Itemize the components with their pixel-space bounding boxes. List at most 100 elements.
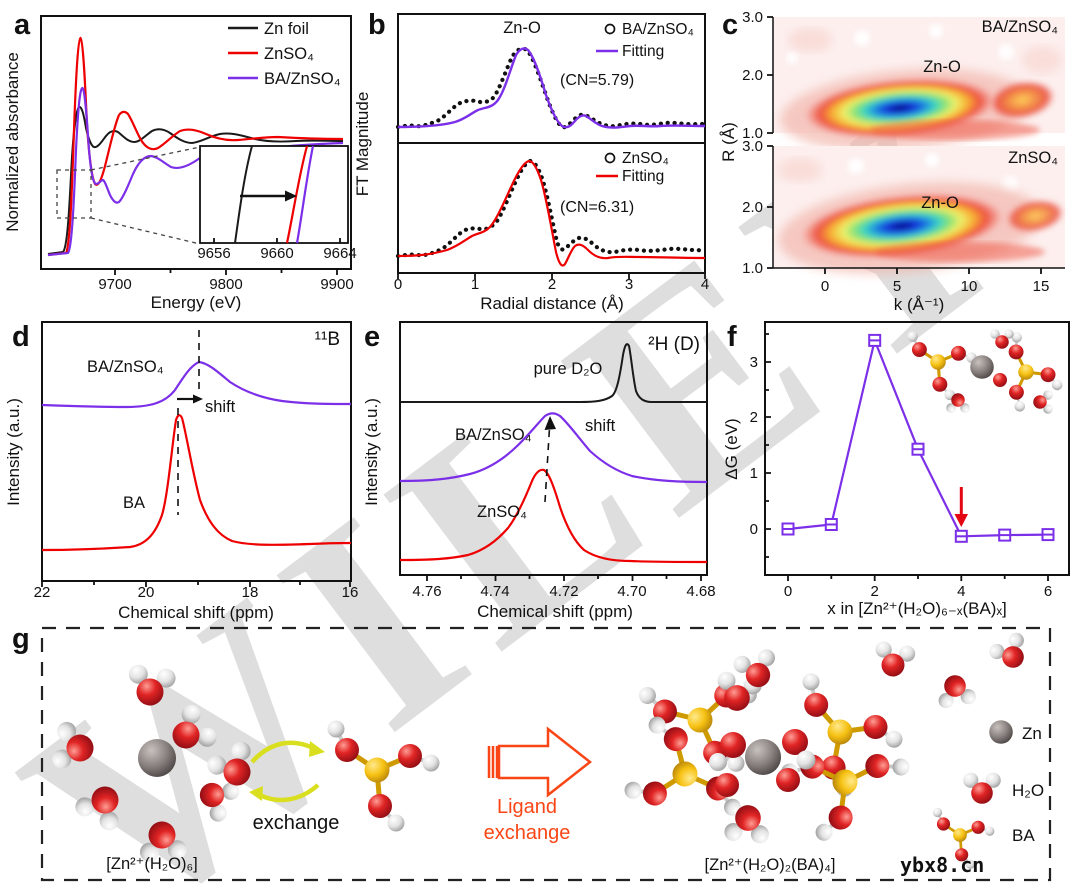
curve-label-ba-znso4: BA/ZnSO₄ [87, 358, 164, 376]
x-tick: 22 [34, 584, 51, 601]
scatter-znso4 [395, 158, 708, 259]
dg-markers [781, 333, 1055, 543]
x-axis-label: Radial distance (Å) [480, 294, 624, 313]
shift-label: shift [585, 417, 616, 435]
y-tick: 3.0 [742, 138, 763, 155]
panel-letter-e: e [364, 321, 380, 353]
free-water [984, 628, 1037, 678]
edge-shift-arrow [285, 190, 297, 202]
ligand-exchange-label-1: Ligand [497, 796, 557, 818]
site-watermark: ybx8.cn [900, 853, 984, 877]
ligand-exchange-label-2: exchange [484, 822, 571, 844]
legend-ba-label: BA [1012, 826, 1035, 845]
x-tick: 2 [871, 583, 879, 600]
panel-letter-a: a [14, 9, 31, 41]
x-tick: 4.70 [617, 583, 646, 600]
x-tick: 0 [394, 276, 402, 293]
panel-c: c Zn-O BA/ZnSO₄ 3.0 2.0 1.0 [719, 9, 1065, 314]
free-water [869, 638, 919, 682]
x-tick: 10 [961, 278, 978, 295]
y-tick: 2.0 [742, 199, 763, 216]
x-tick: 0 [784, 583, 792, 600]
yellow-arrowhead-back [249, 786, 263, 801]
legend-scatter-label: ZnSO₄ [622, 150, 669, 167]
x-tick: 20 [138, 584, 155, 601]
x-tick: 1 [471, 276, 479, 293]
legend-marker-circle [604, 152, 616, 164]
curve-ba-11b [41, 414, 352, 552]
legend-zn-label: Zn [1022, 724, 1042, 743]
y-axis-label: R (Å) [719, 122, 738, 162]
x-tick: 4.72 [549, 583, 578, 600]
panel-a: a Zn foil ZnSO₄ BA/ZnSO₄ 9656 9660 [3, 9, 357, 312]
panel-g-border [40, 626, 1052, 882]
y-tick: 2 [750, 409, 758, 426]
x-tick: 4.68 [686, 583, 715, 600]
panel-letter-b: b [368, 9, 386, 41]
inset-molecule [905, 328, 1077, 426]
curve-pure-d2o [400, 343, 707, 403]
panel-a-frame [40, 15, 352, 270]
peak-label-zno: Zn-O [923, 58, 961, 76]
y-tick: 1.0 [742, 260, 763, 277]
y-axis-label: ΔG (eV) [722, 418, 741, 479]
nucleus-label: ¹¹B [315, 329, 340, 350]
y-axis-label: FT Magnitude [353, 92, 372, 197]
inset-tick: 9660 [260, 245, 293, 262]
nucleus-label: ²H (D) [648, 334, 700, 355]
peak-label-zno: Zn-O [921, 194, 959, 212]
x-tick: 6 [1044, 583, 1052, 600]
x-tick: 0 [821, 278, 829, 295]
fit-znso4 [397, 159, 706, 267]
panel-a-inset: 9656 9660 9664 [197, 145, 357, 262]
x-axis-label: Energy (eV) [151, 293, 242, 312]
panel-f: f 0 1 2 3 0 2 [722, 321, 1077, 618]
left-complex-label: [Zn²⁺(H₂O)₆] [106, 855, 197, 873]
x-tick: 2 [548, 276, 556, 293]
y-axis-label: Normalized absorbance [3, 52, 22, 232]
exchange-label: exchange [253, 812, 340, 834]
shift-arrowhead [544, 416, 556, 430]
y-tick: 1.0 [742, 125, 763, 142]
legend-fit-label: Fitting [622, 168, 664, 185]
shift-arrow [193, 394, 203, 404]
inset-tick: 9656 [197, 245, 230, 262]
panel-d-frame [41, 321, 352, 582]
x-tick: 15 [1033, 278, 1050, 295]
panel-e: e pure D₂O BA/ZnSO₄ ZnSO₄ shift ²H (D) 4… [362, 321, 716, 621]
panel-letter-d: d [12, 321, 30, 353]
fit-ba-znso4 [397, 47, 706, 129]
x-tick: 9900 [320, 276, 353, 293]
free-water [933, 670, 979, 711]
x-tick: 4.76 [412, 583, 441, 600]
yellow-arrow-back [258, 783, 320, 803]
zn-ba-complex-cluster [613, 652, 913, 861]
curve-ba-znso4-2h [399, 412, 708, 484]
panel-f-frame [764, 321, 1070, 576]
x-axis-label: k (Å⁻¹) [894, 295, 945, 314]
y-tick: 0 [750, 521, 758, 538]
zoom-region-box [56, 169, 92, 219]
curve-znso4 [47, 36, 344, 257]
x-tick: 5 [893, 278, 901, 295]
ligand-exchange-arrow [487, 726, 593, 798]
legend-fit-label: Fitting [622, 43, 664, 60]
heatmap-title: ZnSO₄ [1008, 149, 1058, 167]
panel-g-legend: Zn H₂O BA [931, 720, 1044, 871]
heatmap-ba-znso4: Zn-O BA/ZnSO₄ 3.0 2.0 1.0 [742, 9, 1065, 152]
panel-letter-g: g [12, 623, 30, 655]
x-tick: 16 [342, 584, 359, 601]
x-axis-label: Chemical shift (ppm) [477, 602, 633, 621]
x-axis-label: Chemical shift (ppm) [118, 603, 274, 622]
x-tick: 4.74 [480, 583, 509, 600]
label-pure-d2o: pure D₂O [534, 360, 603, 378]
panel-letter-c: c [722, 9, 738, 41]
heatmap-title: BA/ZnSO₄ [982, 18, 1059, 36]
scatter-ba-znso4 [395, 46, 708, 130]
panel-g: g [Zn²⁺(H₂O)₆] exchange Ligand exchange [12, 623, 1052, 882]
right-complex-label: [Zn²⁺(H₂O)₂(BA)₄] [705, 856, 836, 874]
curve-label-ba: BA [123, 494, 145, 512]
x-tick: 9700 [98, 276, 131, 293]
y-axis-label: Intensity (a.u.) [362, 398, 381, 506]
panel-letter-f: f [727, 321, 737, 353]
